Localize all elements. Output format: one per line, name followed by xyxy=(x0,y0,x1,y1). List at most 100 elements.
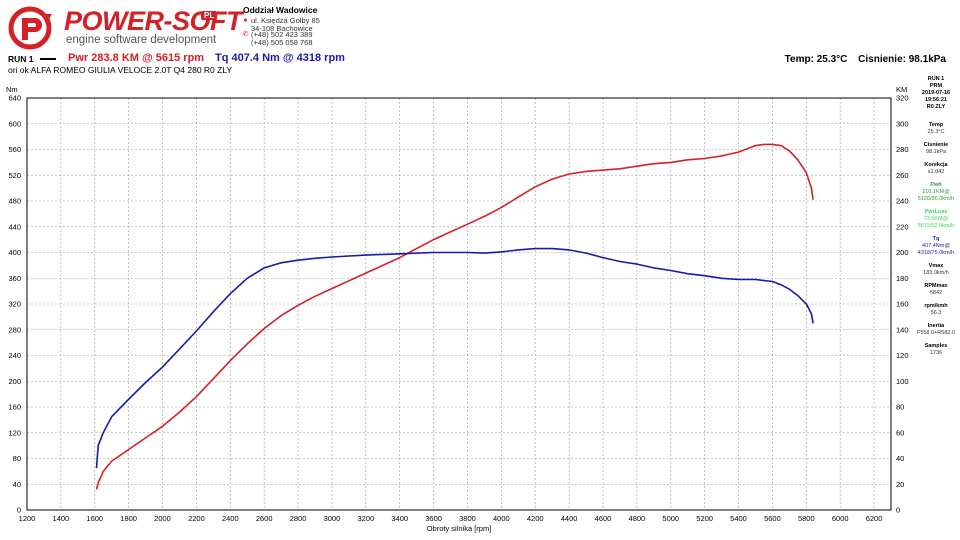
side-pressure-value: 98.1kPa xyxy=(925,149,947,155)
y-tick-label-right: 60 xyxy=(896,428,904,437)
x-tick-label: 5400 xyxy=(730,514,747,523)
y-tick-label-right: 200 xyxy=(896,248,909,257)
location-pin-icon: ● xyxy=(243,17,248,24)
y-tick-label-right: 80 xyxy=(896,403,904,412)
x-tick-label: 1200 xyxy=(19,514,36,523)
y-tick-label-right: 160 xyxy=(896,300,909,309)
logo-badge: PL xyxy=(201,11,218,20)
side-pwh-value-1: 210.1KM@ xyxy=(922,189,950,195)
y-tick-label-left: 520 xyxy=(8,171,21,180)
run-line-swatch xyxy=(40,58,56,60)
power-soft-logo-icon xyxy=(8,6,52,50)
side-pwrloss-value-2: 5615/92.0km/h xyxy=(917,223,955,229)
x-tick-label: 1600 xyxy=(86,514,103,523)
address-line-2: 34-108 Bachowice xyxy=(251,24,313,33)
y-tick-label-left: 360 xyxy=(8,274,21,283)
y-tick-label-right: 320 xyxy=(896,94,909,103)
y-tick-label-left: 440 xyxy=(8,222,21,231)
y-tick-label-right: 140 xyxy=(896,325,909,334)
temperature: Temp: 25.3°C xyxy=(784,54,848,65)
run-details-panel: RUN 1 PRM 2019-07-16 19:56:21 R0 ZLY Tem… xyxy=(914,76,958,357)
y-axis-left-label: Nm xyxy=(6,85,18,94)
side-pwrloss-label: PwrLoss xyxy=(924,209,948,215)
y-tick-label-left: 200 xyxy=(8,377,21,386)
x-tick-label: 5200 xyxy=(696,514,713,523)
side-tq-value-1: 407.4Nm@ xyxy=(922,243,950,249)
logo-tagline: engine software development xyxy=(66,34,217,46)
y-tick-label-right: 100 xyxy=(896,377,909,386)
side-vmax-value: 183.0km/h xyxy=(923,270,949,276)
y-tick-label-right: 20 xyxy=(896,480,904,489)
side-temp-value: 25.3°C xyxy=(927,129,945,135)
y-tick-label-left: 600 xyxy=(8,119,21,128)
x-tick-label: 3600 xyxy=(425,514,442,523)
side-korekcja-label: Korekcja xyxy=(924,162,948,168)
y-tick-label-left: 80 xyxy=(13,454,21,463)
address-line-1: ul. Księdza Gołby 85 xyxy=(251,16,320,25)
chart-grid xyxy=(26,97,891,511)
x-tick-label: 5600 xyxy=(764,514,781,523)
phone-2: (+48) 505 058 768 xyxy=(251,38,313,47)
plot-frame xyxy=(26,97,892,511)
side-rpmkmh-value: 56.3 xyxy=(930,310,942,316)
y-tick-label-left: 160 xyxy=(8,403,21,412)
y-tick-label-right: 0 xyxy=(896,506,900,515)
x-tick-label: 3200 xyxy=(357,514,374,523)
side-rpmmax-label: RPMmax xyxy=(924,283,948,289)
y-tick-label-left: 320 xyxy=(8,300,21,309)
side-vmax-label: Vmax xyxy=(928,263,944,269)
y-tick-label-left: 40 xyxy=(13,480,21,489)
x-tick-label: 1800 xyxy=(120,514,137,523)
pressure: Cisnienie: 98.1kPa xyxy=(858,54,946,65)
x-tick-label: 4400 xyxy=(561,514,578,523)
side-mode: PRM xyxy=(929,83,943,89)
phone-icon: ✆ xyxy=(242,31,249,38)
x-tick-label: 2000 xyxy=(154,514,171,523)
side-rpmmax-value: 5842 xyxy=(929,290,943,296)
x-tick-label: 3000 xyxy=(324,514,341,523)
y-tick-label-left: 400 xyxy=(8,248,21,257)
y-tick-label-left: 640 xyxy=(8,94,21,103)
y-tick-label-right: 120 xyxy=(896,351,909,360)
run-label: RUN 1 xyxy=(8,54,34,64)
side-korekcja-value: x1.042 xyxy=(927,169,945,175)
y-tick-label-right: 260 xyxy=(896,171,909,180)
side-run: RUN 1 xyxy=(927,76,945,82)
side-samples-value: 1736 xyxy=(929,350,943,356)
y-tick-label-right: 220 xyxy=(896,222,909,231)
y-tick-label-right: 280 xyxy=(896,145,909,154)
y-tick-label-right: 180 xyxy=(896,274,909,283)
x-tick-label: 4000 xyxy=(493,514,510,523)
branch-title: Oddział Wadowice xyxy=(243,5,318,15)
y-tick-label-left: 120 xyxy=(8,428,21,437)
x-tick-label: 6000 xyxy=(832,514,849,523)
side-time: 19:56:21 xyxy=(924,97,948,103)
power-summary: Pwr 283.8 KM @ 5615 rpm xyxy=(68,52,205,64)
series-line-tq xyxy=(95,247,814,469)
side-rpmkmh-label: rpm/kmh xyxy=(924,303,948,309)
y-tick-label-right: 240 xyxy=(896,197,909,206)
x-tick-label: 2600 xyxy=(256,514,273,523)
y-tick-label-right: 300 xyxy=(896,119,909,128)
side-tq-label: Tq xyxy=(932,236,940,242)
side-inertia-value: F558.0+R582.0 xyxy=(916,330,956,336)
x-tick-label: 4600 xyxy=(595,514,612,523)
y-tick-label-left: 560 xyxy=(8,145,21,154)
vehicle-description: ori ok ALFA ROMEO GIULIA VELOCE 2.0T Q4 … xyxy=(8,65,233,75)
ambient-conditions: Temp: 25.3°C Cisnienie: 98.1kPa xyxy=(785,54,946,65)
side-temp-label: Temp xyxy=(928,122,944,128)
x-tick-label: 2200 xyxy=(188,514,205,523)
x-tick-label: 4800 xyxy=(629,514,646,523)
side-tq-value-2: 4318/75.0km/h xyxy=(917,250,955,256)
x-tick-label: 5800 xyxy=(798,514,815,523)
y-tick-label-left: 280 xyxy=(8,325,21,334)
side-pwrloss-value-1: 73.6KM@ xyxy=(923,216,949,222)
side-tag: R0 ZLY xyxy=(926,104,946,110)
phone-1: (+48) 502 423 389 xyxy=(251,30,313,39)
y-tick-label-left: 240 xyxy=(8,351,21,360)
x-tick-label: 1400 xyxy=(53,514,70,523)
side-pwh-label: Pwh xyxy=(930,182,942,188)
y-tick-label-left: 480 xyxy=(8,197,21,206)
y-tick-label-right: 40 xyxy=(896,454,904,463)
series-line-pwr xyxy=(95,143,814,490)
